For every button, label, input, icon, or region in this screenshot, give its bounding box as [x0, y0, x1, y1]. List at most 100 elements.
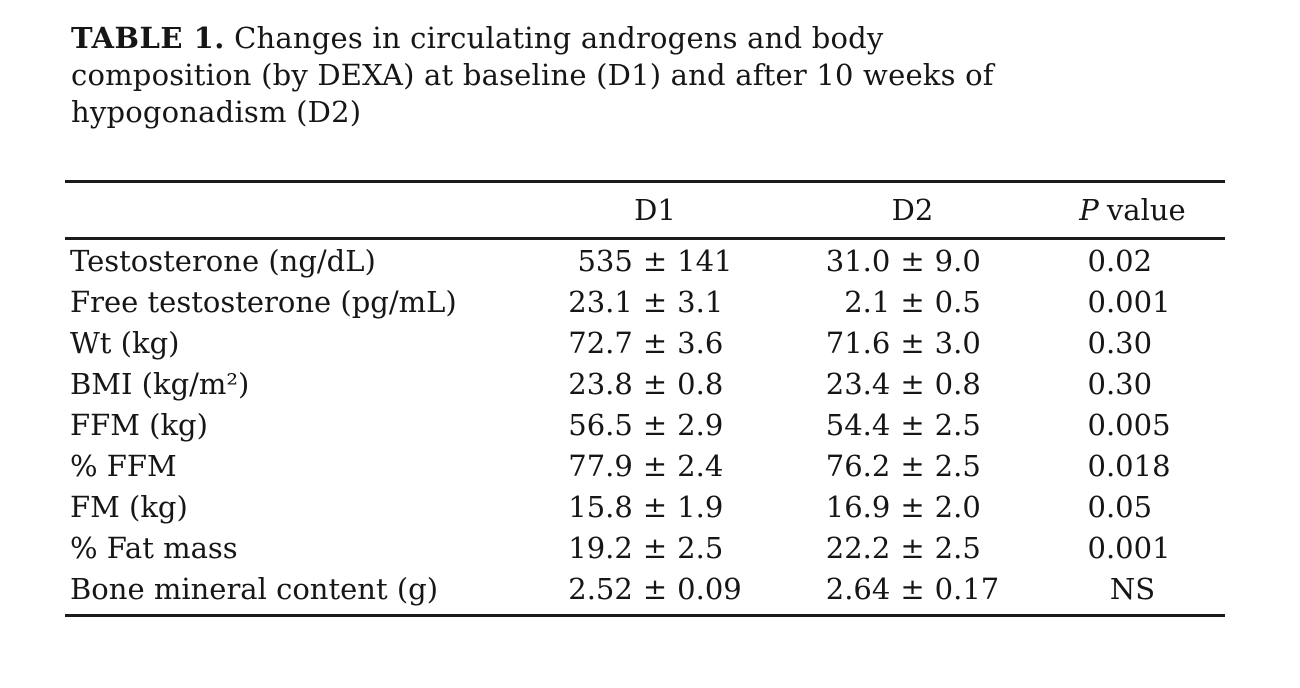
d2-sd: 2.5 — [934, 449, 981, 483]
d2-value-cell: 76.2 ± 2.5 — [785, 446, 1040, 487]
p-value: 0.05 — [1087, 490, 1153, 524]
d2-mean: 2.1 — [844, 285, 891, 319]
plus-minus-sign: ± — [900, 244, 925, 278]
table-row: FFM (kg) 56.5 ± 2.9 54.4 ± 2.5 0.005 — [65, 405, 1225, 446]
p-value-cell: 0.018 — [1040, 446, 1225, 487]
p-value: 0.005 — [1087, 408, 1171, 442]
plus-minus-sign: ± — [900, 490, 925, 524]
row-label: Wt (kg) — [70, 326, 180, 360]
plus-minus-sign: ± — [900, 531, 925, 565]
plus-minus-sign: ± — [642, 326, 668, 360]
d2-sd: 0.5 — [934, 285, 981, 319]
table-row: FM (kg) 15.8 ± 1.9 16.9 ± 2.0 0.05 — [65, 487, 1225, 528]
row-label: % FFM — [70, 449, 177, 483]
table-number-label: TABLE 1. — [71, 21, 225, 55]
d2-mean: 2.64 — [825, 572, 891, 606]
plus-minus-sign: ± — [900, 285, 925, 319]
d2-mean: 22.2 — [825, 531, 891, 565]
plus-minus-sign: ± — [900, 367, 925, 401]
row-label: FM (kg) — [70, 490, 188, 524]
p-value-cell: 0.001 — [1040, 528, 1225, 569]
d2-mean: 71.6 — [825, 326, 891, 360]
plus-minus-sign: ± — [900, 572, 925, 606]
d1-value-cell: 535 ± 141 — [525, 241, 785, 282]
p-value: NS — [1109, 572, 1156, 606]
p-value: 0.30 — [1087, 367, 1153, 401]
d1-mean: 23.8 — [568, 367, 633, 401]
plus-minus-sign: ± — [642, 572, 668, 606]
d2-sd: 2.5 — [934, 408, 981, 442]
d1-sd: 3.6 — [677, 326, 724, 360]
d1-value-cell: 19.2 ± 2.5 — [525, 528, 785, 569]
table-row: Bone mineral content (g) 2.52 ± 0.09 2.6… — [65, 569, 1225, 610]
d2-sd: 0.17 — [934, 572, 1000, 606]
d2-value-cell: 54.4 ± 2.5 — [785, 405, 1040, 446]
d1-sd: 141 — [677, 244, 733, 278]
d1-mean: 77.9 — [568, 449, 633, 483]
d2-mean: 31.0 — [825, 244, 891, 278]
plus-minus-sign: ± — [900, 408, 925, 442]
p-value: 0.001 — [1087, 531, 1171, 565]
p-value-cell: NS — [1040, 569, 1225, 610]
d1-sd: 0.8 — [677, 367, 724, 401]
p-value: 0.001 — [1087, 285, 1171, 319]
table-body: Testosterone (ng/dL) 535 ± 141 31.0 ± 9.… — [65, 240, 1225, 614]
plus-minus-sign: ± — [642, 449, 668, 483]
plus-minus-sign: ± — [642, 408, 668, 442]
plus-minus-sign: ± — [900, 326, 925, 360]
table-row: Testosterone (ng/dL) 535 ± 141 31.0 ± 9.… — [65, 241, 1225, 282]
table-row: % FFM 77.9 ± 2.4 76.2 ± 2.5 0.018 — [65, 446, 1225, 487]
d2-sd: 2.0 — [934, 490, 981, 524]
p-value: 0.02 — [1087, 244, 1153, 278]
d1-sd: 1.9 — [677, 490, 724, 524]
d1-mean: 72.7 — [568, 326, 633, 360]
d2-sd: 2.5 — [934, 531, 981, 565]
d1-mean: 23.1 — [568, 285, 633, 319]
plus-minus-sign: ± — [642, 244, 668, 278]
d2-value-cell: 16.9 ± 2.0 — [785, 487, 1040, 528]
header-d2: D2 — [891, 193, 934, 227]
d1-value-cell: 23.8 ± 0.8 — [525, 364, 785, 405]
d1-mean: 56.5 — [568, 408, 633, 442]
d2-mean: 76.2 — [825, 449, 891, 483]
p-value-cell: 0.02 — [1040, 241, 1225, 282]
p-value-cell: 0.30 — [1040, 323, 1225, 364]
plus-minus-sign: ± — [642, 285, 668, 319]
row-label: Free testosterone (pg/mL) — [70, 285, 457, 319]
table-row: Wt (kg) 72.7 ± 3.6 71.6 ± 3.0 0.30 — [65, 323, 1225, 364]
d2-sd: 9.0 — [934, 244, 981, 278]
table-row: Free testosterone (pg/mL) 23.1 ± 3.1 2.1… — [65, 282, 1225, 323]
d2-value-cell: 22.2 ± 2.5 — [785, 528, 1040, 569]
d1-sd: 2.9 — [677, 408, 724, 442]
header-p-value-text: value — [1106, 193, 1186, 227]
d2-sd: 3.0 — [934, 326, 981, 360]
plus-minus-sign: ± — [642, 531, 668, 565]
d2-value-cell: 23.4 ± 0.8 — [785, 364, 1040, 405]
d2-value-cell: 31.0 ± 9.0 — [785, 241, 1040, 282]
caption-line-3: hypogonadism (D2) — [71, 95, 362, 129]
d1-value-cell: 15.8 ± 1.9 — [525, 487, 785, 528]
d2-mean: 54.4 — [825, 408, 891, 442]
d2-mean: 23.4 — [825, 367, 891, 401]
p-value-cell: 0.005 — [1040, 405, 1225, 446]
d2-sd: 0.8 — [934, 367, 981, 401]
row-label: FFM (kg) — [70, 408, 208, 442]
table-row: % Fat mass 19.2 ± 2.5 22.2 ± 2.5 0.001 — [65, 528, 1225, 569]
d1-sd: 0.09 — [677, 572, 742, 606]
d1-value-cell: 56.5 ± 2.9 — [525, 405, 785, 446]
d1-sd: 2.4 — [677, 449, 724, 483]
d2-value-cell: 2.1 ± 0.5 — [785, 282, 1040, 323]
p-value-cell: 0.001 — [1040, 282, 1225, 323]
plus-minus-sign: ± — [900, 449, 925, 483]
d1-sd: 3.1 — [677, 285, 724, 319]
caption-line-2: composition (by DEXA) at baseline (D1) a… — [71, 58, 994, 92]
d1-value-cell: 72.7 ± 3.6 — [525, 323, 785, 364]
d1-value-cell: 77.9 ± 2.4 — [525, 446, 785, 487]
d2-value-cell: 71.6 ± 3.0 — [785, 323, 1040, 364]
row-label: % Fat mass — [70, 531, 238, 565]
plus-minus-sign: ± — [642, 490, 668, 524]
row-label: Bone mineral content (g) — [70, 572, 439, 606]
p-value-cell: 0.30 — [1040, 364, 1225, 405]
